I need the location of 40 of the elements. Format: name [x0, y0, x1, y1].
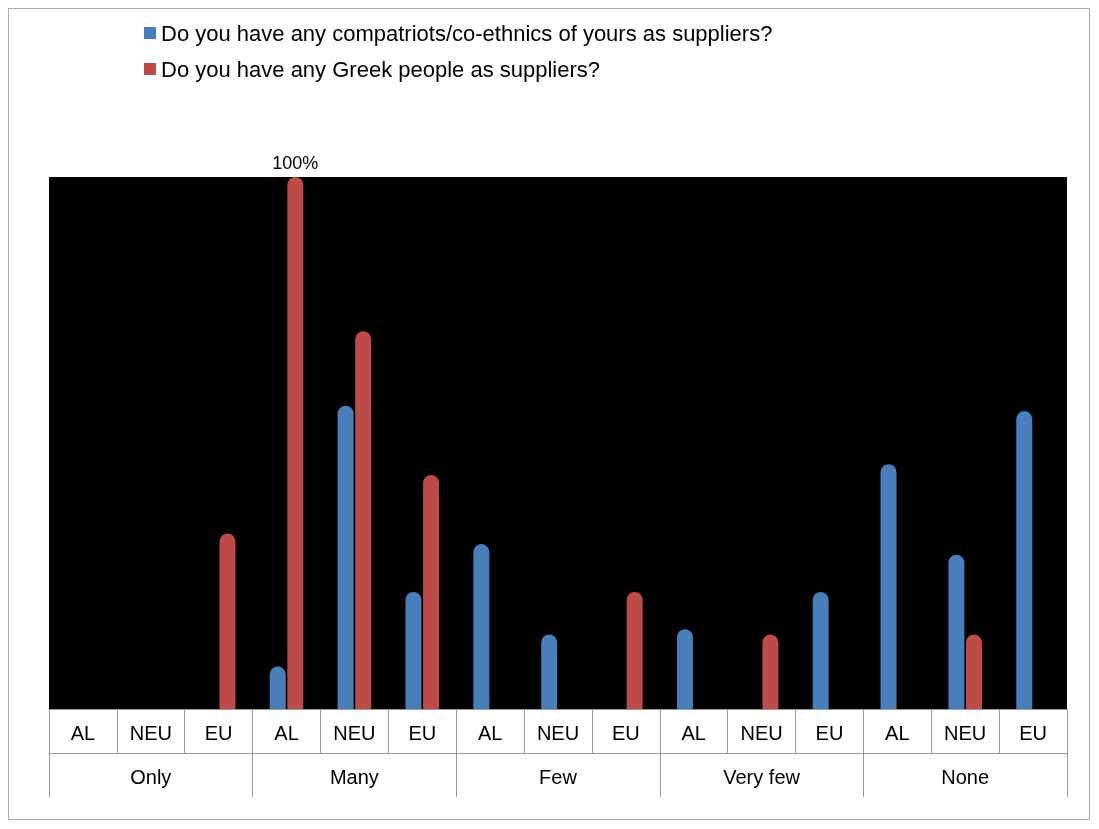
bar	[966, 634, 982, 709]
bar	[473, 544, 490, 709]
x-tick-label: EU	[408, 722, 437, 744]
bar	[541, 634, 558, 709]
x-tick-label: NEU	[740, 722, 783, 744]
bar	[626, 591, 643, 709]
bar	[423, 474, 440, 709]
bar	[948, 554, 965, 709]
x-tick-label: NEU	[333, 722, 376, 744]
text: None	[941, 766, 990, 788]
text: Many	[329, 766, 379, 788]
bar	[337, 405, 354, 709]
x-tick-label: AL	[681, 722, 706, 744]
x-tick-label: AL	[70, 722, 96, 744]
x-tick-label: AL	[274, 722, 299, 744]
bar	[355, 331, 372, 709]
bar	[880, 464, 897, 709]
bar	[287, 177, 304, 709]
text: Only	[130, 766, 172, 788]
bar	[812, 591, 829, 709]
legend-label: Do you have any Greek people as suppliers?	[161, 56, 601, 82]
bar	[219, 533, 236, 709]
x-tick-label: EU	[1019, 722, 1047, 744]
bar	[269, 666, 286, 709]
x-tick-label: NEU	[129, 722, 172, 744]
bar	[405, 591, 422, 709]
x-tick-label: EU	[204, 722, 233, 744]
x-tick-label: NEU	[944, 722, 987, 744]
x-tick-label: EU	[815, 722, 844, 744]
data-label: 100%	[272, 153, 319, 173]
x-tick-label: NEU	[536, 722, 580, 744]
x-tick-label: AL	[885, 722, 910, 744]
legend-label: Do you have any compatriots/co-ethnics of yours as suppliers?	[161, 20, 773, 46]
text: Few	[539, 766, 578, 788]
bar	[1016, 411, 1033, 709]
x-tick-label: AL	[477, 722, 503, 744]
bar	[762, 634, 779, 709]
text: Very few	[723, 766, 801, 788]
bar	[676, 629, 693, 709]
x-tick-label: EU	[611, 722, 640, 744]
